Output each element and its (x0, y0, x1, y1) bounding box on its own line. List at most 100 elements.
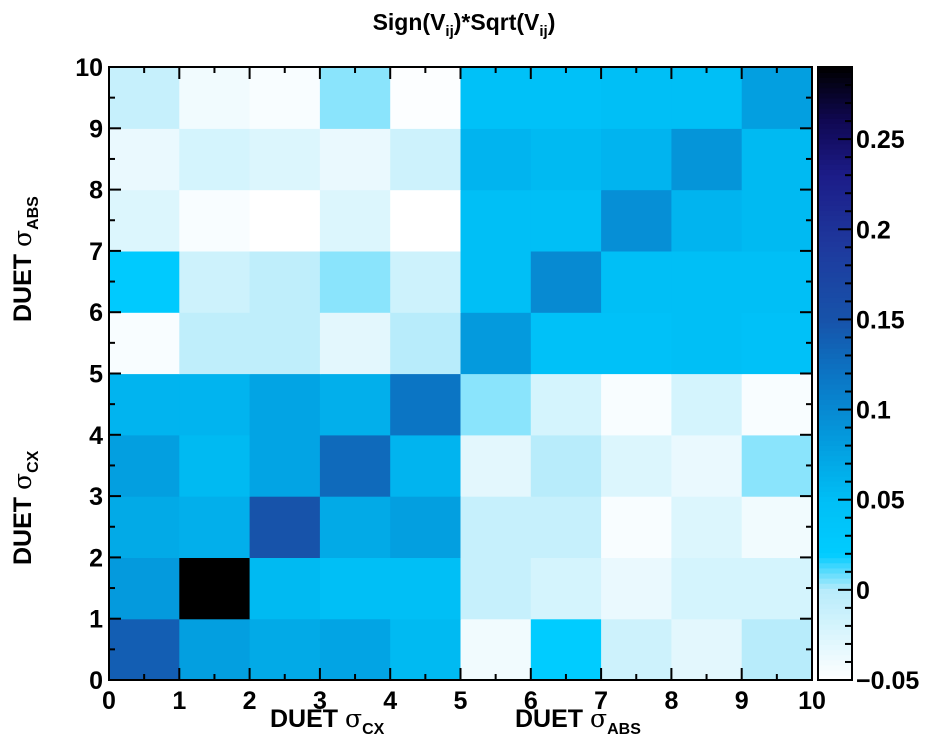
heatmap-cell (319, 312, 391, 375)
heatmap-cell (179, 373, 251, 436)
heatmap-cell (601, 250, 672, 313)
colorbar-segment (818, 582, 852, 589)
colorbar-segment (818, 639, 852, 646)
heatmap-cell (249, 496, 321, 558)
colorbar-segment (818, 332, 852, 339)
colorbar-segment (818, 72, 852, 79)
colorbar-segment (818, 337, 852, 344)
heatmap-cell (249, 557, 321, 620)
colorbar-segment (818, 353, 852, 359)
colorbar-segment (818, 143, 852, 150)
x-tick-label: 4 (383, 687, 397, 715)
colorbar-segment (818, 250, 852, 257)
heatmap-cell (530, 618, 602, 681)
colorbar-segment (818, 674, 852, 681)
heatmap-cell (671, 250, 743, 313)
colorbar-segment (818, 588, 852, 594)
heatmap-cell (179, 128, 251, 191)
x-tick-label: 0 (102, 687, 116, 715)
colorbar-segment (818, 112, 852, 119)
heatmap-cell (460, 250, 532, 313)
heatmap-cell (460, 128, 532, 191)
heatmap-cell (109, 67, 180, 129)
colorbar-segment (818, 281, 852, 288)
colorbar-segment (818, 194, 852, 201)
colorbar-segment (818, 291, 852, 298)
heatmap-cell (530, 434, 602, 497)
heatmap-cell (179, 618, 251, 681)
colorbar-segment (818, 118, 852, 124)
colorbar-segment (818, 649, 852, 656)
colorbar-segment (818, 296, 852, 303)
heatmap-cell (179, 250, 251, 313)
heatmap-cell (460, 557, 532, 620)
colorbar-segment (818, 490, 852, 497)
heatmap-cell (530, 189, 602, 252)
heatmap-cell (179, 312, 251, 375)
colorbar-segment (818, 613, 852, 620)
heatmap-cell (601, 434, 672, 497)
colorbar-segment (818, 67, 852, 73)
y-tick-label: 9 (89, 115, 103, 143)
colorbar-segment (818, 240, 852, 247)
heatmap-cell (671, 312, 743, 375)
colorbar-segment (818, 184, 852, 191)
heatmap-cell (319, 434, 391, 497)
heatmap-cell (179, 67, 251, 129)
heatmap-cell (460, 312, 532, 375)
colorbar-segment (818, 158, 852, 165)
heatmap-cell (390, 128, 462, 191)
colorbar-segment (818, 618, 852, 625)
y-axis-label-abs: DUET σABS (8, 196, 42, 322)
heatmap-cell (671, 373, 743, 436)
colorbar-segment (818, 562, 852, 569)
colorbar-segment (818, 235, 852, 242)
heatmap-cell (319, 128, 391, 191)
heatmap-cell (601, 618, 672, 681)
heatmap-cell (109, 312, 180, 375)
heatmap-cell (530, 496, 602, 558)
heatmap-cell (390, 618, 462, 681)
heatmap-cell (319, 67, 391, 129)
colorbar-segment (818, 634, 852, 640)
heatmap-cell (601, 67, 672, 129)
heatmap-cell (741, 189, 813, 252)
y-tick-label: 3 (89, 483, 103, 511)
colorbar-segment (818, 107, 852, 114)
colorbar-tick-label: 0.15 (856, 306, 905, 334)
colorbar-segment (818, 572, 852, 579)
heatmap-cell (109, 373, 180, 436)
heatmap-cell (671, 67, 743, 129)
colorbar-segment (818, 531, 852, 538)
heatmap-cell (249, 312, 321, 375)
heatmap-cell (249, 434, 321, 497)
colorbar-segment (818, 465, 852, 472)
heatmap-cell (601, 496, 672, 558)
heatmap-cell (530, 250, 602, 313)
colorbar-segment (818, 628, 852, 635)
colorbar-segment (818, 536, 852, 543)
heatmap-cell (179, 496, 251, 558)
colorbar-segment (818, 404, 852, 411)
heatmap-cell (109, 618, 180, 681)
colorbar-segment (818, 153, 852, 160)
colorbar-segment (818, 368, 852, 375)
colorbar-segment (818, 669, 852, 676)
colorbar-segment (818, 557, 852, 564)
heatmap-cell (601, 557, 672, 620)
heatmap-cell (671, 557, 743, 620)
heatmap-cell (109, 496, 180, 558)
heatmap-cell (179, 434, 251, 497)
colorbar-segment (818, 445, 852, 451)
colorbar-segment (818, 266, 852, 273)
heatmap-cell (601, 189, 672, 252)
colorbar-segment (818, 603, 852, 610)
colorbar-segment (818, 138, 852, 145)
colorbar-segment (818, 317, 852, 324)
colorbar-segment (818, 327, 852, 334)
heatmap-cell (460, 189, 532, 252)
x-tick-label: 1 (172, 687, 186, 715)
heatmap-cell (319, 557, 391, 620)
heatmap-cell (249, 67, 321, 129)
